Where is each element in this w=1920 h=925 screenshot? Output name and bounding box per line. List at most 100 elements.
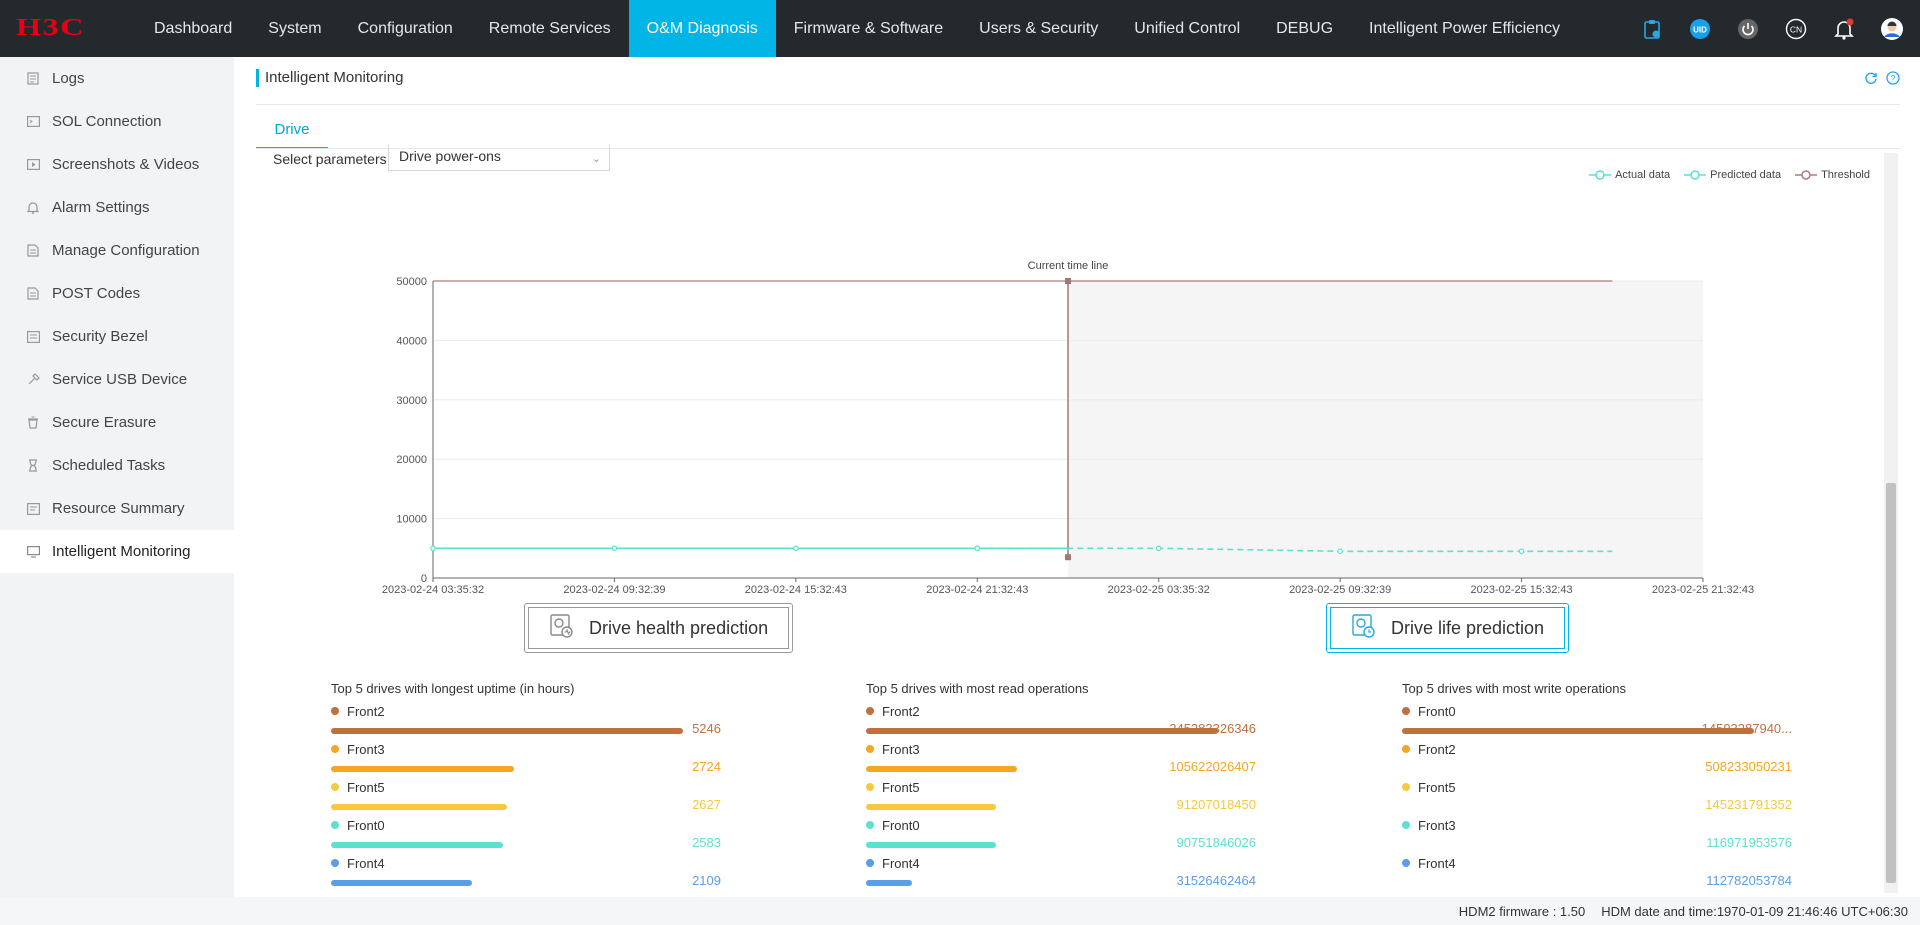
drive-name: Front4 — [866, 854, 1256, 872]
sidebar-item-service-usb-device[interactable]: Service USB Device — [0, 358, 234, 401]
drive-name: Front0 — [866, 816, 1256, 834]
sidebar-item-screenshots-videos[interactable]: Screenshots & Videos — [0, 143, 234, 186]
data-point — [1518, 548, 1525, 555]
sidebar-item-scheduled-tasks[interactable]: Scheduled Tasks — [0, 444, 234, 487]
drive-name: Front2 — [331, 702, 721, 720]
sidebar: Logs SOL Connection Screenshots & Videos Al… — [0, 57, 234, 897]
nav-item-firmware-software[interactable]: Firmware & Software — [793, 20, 944, 37]
x-tick-label: 2023-02-24 21:32:43 — [926, 584, 1028, 596]
chart-legend: Actual data Predicted data Threshold — [1589, 169, 1870, 181]
nav-item-debug[interactable]: DEBUG — [1276, 20, 1334, 37]
sidebar-item-sol-connection[interactable]: SOL Connection — [0, 100, 234, 143]
y-tick-label: 30000 — [396, 395, 427, 407]
uid-indicator-button[interactable]: UID — [1688, 17, 1712, 41]
nav-item-system[interactable]: System — [268, 20, 322, 37]
sidebar-item-security-bezel[interactable]: Security Bezel — [0, 315, 234, 358]
drive-health-prediction-button[interactable]: Drive health prediction — [524, 603, 794, 653]
bezel-icon — [26, 330, 40, 344]
terminal-icon — [26, 115, 40, 129]
drive-name: Front2 — [866, 702, 1256, 720]
drive-value: 90751846026 — [1176, 835, 1256, 850]
drive-value: 508233050231 — [1705, 759, 1792, 774]
sidebar-item-label: SOL Connection — [52, 113, 162, 130]
user-avatar[interactable] — [1880, 17, 1904, 41]
sidebar-item-resource-summary[interactable]: Resource Summary — [0, 487, 234, 530]
video-icon — [26, 158, 40, 172]
drive-name-label: Front2 — [347, 703, 385, 719]
header-divider — [256, 104, 1900, 105]
value-bar — [331, 880, 472, 886]
help-icon[interactable]: ? — [1886, 71, 1900, 90]
scrollbar-thumb[interactable] — [1886, 483, 1896, 883]
bell-icon — [26, 201, 40, 215]
nav-item-intelligent-power-efficiency[interactable]: Intelligent Power Efficiency — [1369, 20, 1560, 37]
color-dot — [331, 859, 339, 867]
list-item: Front3 105622026407 — [866, 740, 1256, 778]
color-dot — [866, 783, 874, 791]
value-bar — [331, 766, 514, 772]
drive-name-label: Front3 — [1418, 817, 1456, 833]
drive-line-chart: 0 10000 20000 30000 40000 50000 2023-02-24 03:… — [382, 260, 1754, 596]
sidebar-item-secure-erasure[interactable]: Secure Erasure — [0, 401, 234, 444]
nav-item-o-m-diagnosis[interactable]: O&M Diagnosis — [628, 0, 776, 57]
sidebar-item-post-codes[interactable]: POST Codes — [0, 272, 234, 315]
sidebar-item-label: Screenshots & Videos — [52, 156, 200, 173]
sidebar-item-logs[interactable]: Logs — [0, 57, 234, 100]
sidebar-item-label: Scheduled Tasks — [52, 457, 166, 474]
value-bar — [866, 842, 996, 848]
notification-bell-icon[interactable] — [1832, 17, 1856, 41]
x-tick-label: 2023-02-25 03:35:32 — [1108, 584, 1210, 596]
drive-name-label: Front3 — [882, 741, 920, 757]
content-scrollbar[interactable] — [1884, 153, 1898, 893]
legend-threshold[interactable]: Threshold — [1795, 169, 1870, 181]
value-bar — [331, 804, 507, 810]
y-tick-label: 50000 — [396, 276, 427, 288]
legend-actual[interactable]: Actual data — [1589, 169, 1670, 181]
drive-name: Front5 — [866, 778, 1256, 796]
power-icon[interactable] — [1736, 17, 1760, 41]
nav-item-users-security[interactable]: Users & Security — [979, 20, 1099, 37]
sidebar-item-label: POST Codes — [52, 285, 141, 302]
x-tick-label: 2023-02-24 09:32:39 — [563, 584, 665, 596]
x-tick-label: 2023-02-25 15:32:43 — [1470, 584, 1572, 596]
sidebar-item-alarm-settings[interactable]: Alarm Settings — [0, 186, 234, 229]
sidebar-item-manage-configuration[interactable]: Manage Configuration — [0, 229, 234, 272]
data-point — [1337, 548, 1343, 555]
h3c-logo[interactable]: H3C — [16, 15, 85, 41]
drive-name: Front2 — [1402, 740, 1792, 758]
list-item: Front3 116971953576 — [1402, 816, 1792, 854]
color-dot — [1402, 783, 1410, 791]
drive-name: Front3 — [331, 740, 721, 758]
svg-text:CN: CN — [1790, 24, 1802, 34]
legend-predicted[interactable]: Predicted data — [1684, 169, 1781, 181]
sidebar-item-intelligent-monitoring[interactable]: Intelligent Monitoring — [0, 530, 234, 573]
refresh-icon[interactable] — [1864, 71, 1878, 90]
life-prediction-label: Drive life prediction — [1391, 617, 1545, 638]
drive-name-label: Front3 — [347, 741, 385, 757]
sidebar-item-label: Intelligent Monitoring — [52, 543, 191, 560]
drive-value: 91207018450 — [1176, 797, 1256, 812]
top-navigation-bar: H3C Dashboard System Configuration Remote S… — [0, 0, 1920, 57]
drive-value: 14593287940... — [1701, 721, 1792, 736]
parameter-select[interactable]: Drive power-ons ⌄ — [388, 145, 610, 171]
drive-name-label: Front5 — [882, 779, 920, 795]
language-switch-button[interactable]: CN — [1784, 17, 1808, 41]
color-dot — [331, 707, 339, 715]
nav-item-dashboard[interactable]: Dashboard — [154, 20, 233, 37]
health-prediction-icon — [549, 613, 575, 644]
nav-item-unified-control[interactable]: Unified Control — [1134, 20, 1241, 37]
drive-name: Front0 — [1402, 702, 1792, 720]
task-clipboard-icon[interactable] — [1640, 17, 1664, 41]
nav-item-configuration[interactable]: Configuration — [357, 20, 453, 37]
drive-value: 116971953576 — [1706, 835, 1792, 850]
sidebar-item-label: Secure Erasure — [52, 414, 157, 431]
data-point — [611, 545, 618, 552]
color-dot — [1402, 821, 1410, 829]
drive-name-label: Front5 — [347, 779, 385, 795]
drive-value: 2583 — [692, 835, 721, 850]
color-dot — [331, 783, 339, 791]
tab-drive[interactable]: Drive — [256, 117, 328, 149]
nav-item-remote-services[interactable]: Remote Services — [488, 20, 611, 37]
drive-life-prediction-button[interactable]: Drive life prediction — [1326, 603, 1570, 653]
x-tick-label: 2023-02-24 15:32:43 — [745, 584, 847, 596]
